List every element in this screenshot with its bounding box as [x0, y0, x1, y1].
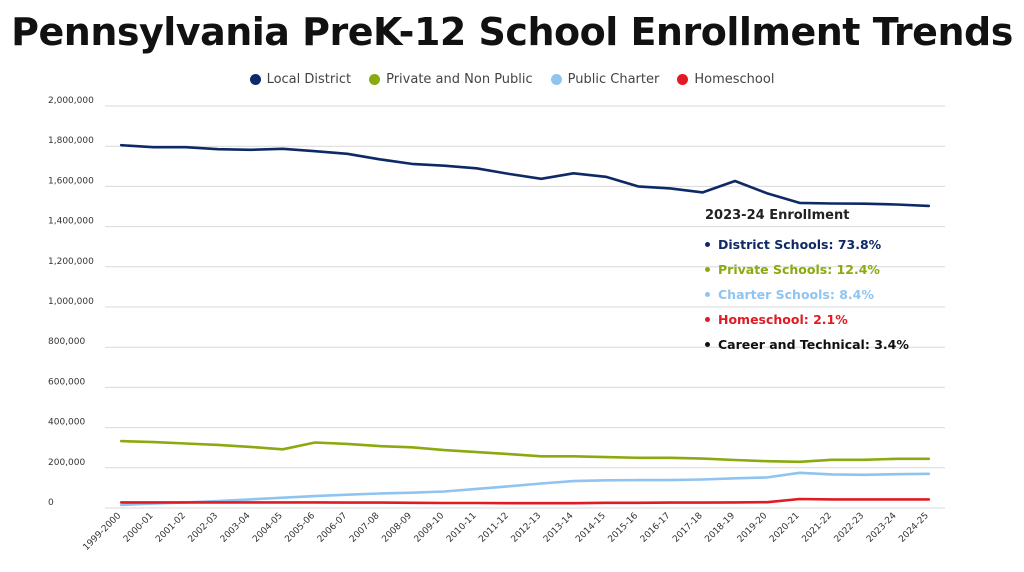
legend-marker-local-district [249, 74, 261, 85]
callout-bullet-district [705, 242, 710, 247]
callout-item-district: District Schools: 73.8% [705, 232, 909, 257]
chart-title: Pennsylvania PreK-12 School Enrollment T… [11, 10, 1013, 54]
y-tick-label: 1,600,000 [48, 176, 94, 186]
legend-marker-homeschool [677, 74, 689, 85]
y-tick-label: 2,000,000 [48, 96, 94, 106]
x-tick-label: 2013-14 [542, 511, 576, 545]
callout-item-homeschool: Homeschool: 2.1% [705, 307, 909, 332]
callout-item-career-technical: Career and Technical: 3.4% [705, 332, 909, 357]
callout-bullet-private [705, 267, 710, 272]
x-tick-label: 2024-25 [897, 511, 931, 545]
series-line-local-district [119, 143, 931, 208]
legend-label-homeschool: Homeschool [694, 72, 775, 87]
callout-label-homeschool: Homeschool: 2.1% [718, 312, 848, 327]
legend-label-local-district: Local District [266, 72, 352, 87]
callout-item-private: Private Schools: 12.4% [705, 257, 909, 282]
x-tick-label: 2011-12 [477, 511, 511, 545]
callout-item-charter: Charter Schools: 8.4% [705, 282, 909, 307]
callout-title: 2023-24 Enrollment [705, 208, 850, 223]
y-tick-label: 800,000 [48, 337, 85, 347]
x-tick-label: 2009-10 [413, 511, 447, 545]
x-tick-label: 2019-20 [736, 511, 770, 545]
y-tick-label: 1,400,000 [48, 217, 94, 227]
x-tick-label: 2023-24 [865, 511, 899, 545]
callout-label-private: Private Schools: 12.4% [718, 262, 880, 277]
callout-bullet-homeschool [705, 317, 710, 322]
x-tick-label: 2003-04 [219, 511, 253, 545]
x-tick-label: 2016-17 [639, 511, 673, 545]
callout-label-career-technical: Career and Technical: 3.4% [718, 337, 909, 352]
y-tick-label: 0 [48, 498, 54, 508]
x-tick-label: 2014-15 [574, 511, 608, 545]
y-tick-label: 1,800,000 [48, 136, 94, 146]
callout-label-charter: Charter Schools: 8.4% [718, 287, 874, 302]
x-tick-label: 1999-2000 [82, 511, 124, 553]
x-tick-label: 2018-19 [703, 511, 737, 545]
y-tick-label: 1,200,000 [48, 257, 94, 267]
x-tick-label: 2010-11 [445, 511, 479, 545]
legend-item-local-district: Local District [249, 72, 352, 87]
x-tick-label: 2017-18 [671, 511, 705, 545]
series-line-private-and-non-public [119, 439, 931, 464]
y-tick-label: 1,000,000 [48, 297, 94, 307]
x-tick-label: 2005-06 [283, 511, 317, 545]
x-tick-label: 2002-03 [187, 511, 221, 545]
legend-marker-private [369, 74, 381, 85]
x-tick-label: 2004-05 [251, 511, 285, 545]
x-tick-label: 2022-23 [833, 511, 867, 545]
legend-item-private: Private and Non Public [369, 72, 533, 87]
x-tick-label: 2021-22 [800, 511, 834, 545]
callout-bullet-career-technical [705, 342, 710, 347]
x-tick-label: 2008-09 [380, 511, 414, 545]
legend-item-homeschool: Homeschool [677, 72, 774, 87]
y-tick-label: 200,000 [48, 458, 85, 468]
x-tick-label: 2006-07 [316, 511, 350, 545]
enrollment-callout: 2023-24 Enrollment District Schools: 73.… [705, 208, 909, 357]
legend-label-private: Private and Non Public [386, 72, 533, 87]
y-tick-label: 400,000 [48, 418, 85, 428]
legend: Local District Private and Non Public Pu… [0, 72, 1024, 87]
x-tick-label: 2015-16 [607, 511, 641, 545]
legend-label-charter: Public Charter [567, 72, 660, 87]
y-tick-label: 600,000 [48, 377, 85, 387]
legend-marker-charter [550, 74, 562, 85]
series-line-public-charter [119, 471, 931, 507]
x-tick-label: 2012-13 [510, 511, 544, 545]
x-tick-label: 2000-01 [122, 511, 156, 545]
callout-label-district: District Schools: 73.8% [718, 237, 882, 252]
callout-bullet-charter [705, 292, 710, 297]
x-tick-label: 2007-08 [348, 511, 382, 545]
x-tick-label: 2020-21 [768, 511, 802, 545]
x-tick-label: 2001-02 [154, 511, 188, 545]
series-line-homeschool [119, 497, 931, 505]
legend-item-charter: Public Charter [550, 72, 660, 87]
